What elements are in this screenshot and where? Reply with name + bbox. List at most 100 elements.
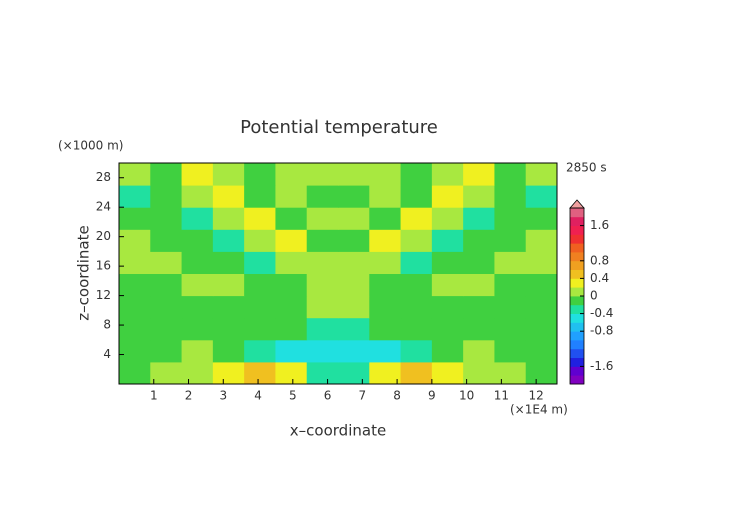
field-cell xyxy=(400,339,433,363)
field-cell xyxy=(369,317,402,341)
field-cell xyxy=(400,273,433,297)
field-cell xyxy=(494,317,527,341)
field-cell xyxy=(181,295,214,319)
field-cell xyxy=(525,251,558,274)
field-cell xyxy=(431,229,464,252)
colorbar-band xyxy=(570,234,584,244)
field-cell xyxy=(494,229,527,252)
field-cell xyxy=(119,251,151,274)
colorbar-band xyxy=(570,243,584,253)
x-tick-label: 4 xyxy=(254,389,262,403)
colorbar-band xyxy=(570,304,584,314)
field-cell xyxy=(244,185,276,208)
field-cell xyxy=(181,229,214,252)
y-tick-label: 4 xyxy=(103,347,111,361)
field-cell xyxy=(463,361,495,385)
field-cell xyxy=(494,163,527,186)
field-cell xyxy=(525,229,558,252)
colorbar-band xyxy=(570,269,584,279)
field-cell xyxy=(244,317,276,341)
y-tick-label: 8 xyxy=(103,318,111,332)
field-cell xyxy=(494,273,527,297)
colorbar-band xyxy=(570,216,584,226)
field-cell xyxy=(463,339,495,363)
field-cell xyxy=(306,361,339,385)
field-cell xyxy=(463,207,495,230)
x-tick-label: 2 xyxy=(185,389,193,403)
field-cell xyxy=(431,273,464,297)
field-cell xyxy=(212,251,245,274)
field-cell xyxy=(244,273,276,297)
field-cell xyxy=(338,185,370,208)
field-cell xyxy=(338,163,370,186)
field-cell xyxy=(306,207,339,230)
x-tick-label: 11 xyxy=(494,389,509,403)
field-cell xyxy=(431,207,464,230)
x-tick-label: 7 xyxy=(359,389,367,403)
field-cell xyxy=(119,339,151,363)
field-cell xyxy=(431,251,464,274)
y-tick-label: 28 xyxy=(96,170,111,184)
colorbar-band xyxy=(570,287,584,297)
field-cell xyxy=(181,339,214,363)
field-cell xyxy=(275,317,308,341)
field-cell xyxy=(338,229,370,252)
colorbar-tick-label: -0.4 xyxy=(590,306,613,320)
colorbar-band xyxy=(570,278,584,288)
field-cell xyxy=(244,295,276,319)
field-cell xyxy=(306,163,339,186)
field-cell xyxy=(338,295,370,319)
field-cell xyxy=(494,251,527,274)
field-cell xyxy=(525,185,558,208)
field-cell xyxy=(275,273,308,297)
field-cell xyxy=(212,361,245,385)
field-cell xyxy=(119,295,151,319)
field-cell xyxy=(275,295,308,319)
field-cell xyxy=(463,229,495,252)
field-cell xyxy=(181,163,214,186)
x-tick-label: 1 xyxy=(150,389,158,403)
field-cell xyxy=(400,295,433,319)
y-tick-label: 12 xyxy=(96,288,111,302)
field-cell xyxy=(525,207,558,230)
field-cell xyxy=(400,251,433,274)
field-cell xyxy=(525,317,558,341)
field-cell xyxy=(306,273,339,297)
field-cell xyxy=(400,163,433,186)
field-cell xyxy=(400,207,433,230)
x-tick-label: 10 xyxy=(459,389,474,403)
field-cell xyxy=(338,273,370,297)
field-cell xyxy=(150,361,183,385)
field-cell xyxy=(338,251,370,274)
field-cell xyxy=(150,317,183,341)
field-cell xyxy=(369,207,402,230)
x-tick-label: 5 xyxy=(289,389,297,403)
field-cell xyxy=(212,229,245,252)
field-cell xyxy=(463,185,495,208)
field-cell xyxy=(494,207,527,230)
x-tick-label: 8 xyxy=(393,389,401,403)
colorbar-band xyxy=(570,331,584,341)
field-cell xyxy=(494,295,527,319)
field-cell xyxy=(369,251,402,274)
field-cell xyxy=(212,273,245,297)
colorbar-band xyxy=(570,322,584,332)
field-cell xyxy=(338,317,370,341)
field-cell xyxy=(306,295,339,319)
field-cell xyxy=(150,185,183,208)
field-cell xyxy=(244,361,276,385)
field-cell xyxy=(338,207,370,230)
field-cell xyxy=(181,207,214,230)
field-cell xyxy=(212,295,245,319)
field-cell xyxy=(244,339,276,363)
plot-frame xyxy=(118,162,558,385)
x-axis-label: x–coordinate xyxy=(290,422,386,440)
field-cell xyxy=(275,207,308,230)
field-cell xyxy=(275,339,308,363)
field-cell xyxy=(431,317,464,341)
field-cell xyxy=(369,185,402,208)
field-cell xyxy=(463,251,495,274)
y-unit: (×1000 m) xyxy=(58,139,123,153)
colorbar-arrow xyxy=(569,199,585,209)
colorbar-band xyxy=(570,366,584,376)
